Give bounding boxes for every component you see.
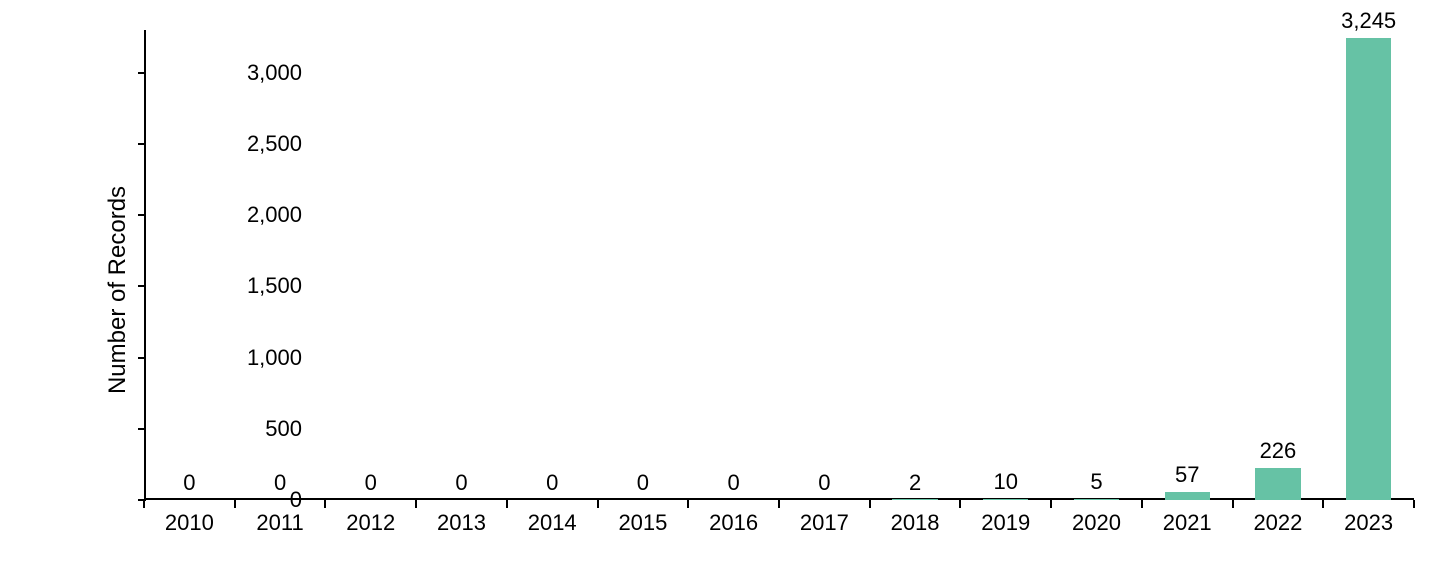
bar-chart: Number of Records 05001,0001,5002,0002,5…	[0, 0, 1436, 580]
y-tick-label: 500	[265, 416, 302, 442]
y-tick-mark	[138, 72, 146, 74]
y-tick-label: 2,000	[247, 202, 302, 228]
x-tick-mark	[415, 500, 417, 508]
x-tick-label: 2012	[346, 510, 395, 536]
plot-area	[144, 30, 1414, 500]
x-tick-mark	[778, 500, 780, 508]
y-tick-mark	[138, 285, 146, 287]
x-tick-mark	[143, 500, 145, 508]
x-tick-label: 2010	[165, 510, 214, 536]
bar	[983, 499, 1028, 500]
bar	[892, 499, 937, 500]
x-tick-mark	[1050, 500, 1052, 508]
bar-value-label: 57	[1175, 462, 1199, 488]
bar-value-label: 0	[274, 470, 286, 496]
y-tick-mark	[138, 143, 146, 145]
x-tick-mark	[597, 500, 599, 508]
x-tick-label: 2013	[437, 510, 486, 536]
bar-value-label: 0	[728, 470, 740, 496]
y-tick-label: 1,500	[247, 273, 302, 299]
x-tick-label: 2023	[1344, 510, 1393, 536]
x-tick-label: 2018	[891, 510, 940, 536]
x-tick-label: 2017	[800, 510, 849, 536]
bar-value-label: 0	[455, 470, 467, 496]
y-axis-label: Number of Records	[104, 186, 132, 394]
bar-value-label: 0	[183, 470, 195, 496]
y-tick-mark	[138, 428, 146, 430]
bar	[1346, 38, 1391, 500]
bar-value-label: 0	[818, 470, 830, 496]
x-tick-mark	[1141, 500, 1143, 508]
x-tick-mark	[1232, 500, 1234, 508]
bar-value-label: 10	[994, 469, 1018, 495]
y-tick-label: 2,500	[247, 131, 302, 157]
x-tick-label: 2020	[1072, 510, 1121, 536]
x-tick-label: 2016	[709, 510, 758, 536]
x-tick-mark	[687, 500, 689, 508]
bar-value-label: 2	[909, 470, 921, 496]
x-tick-mark	[324, 500, 326, 508]
bar	[1074, 499, 1119, 500]
bar-value-label: 0	[637, 470, 649, 496]
x-tick-mark	[869, 500, 871, 508]
x-tick-label: 2022	[1253, 510, 1302, 536]
x-tick-mark	[234, 500, 236, 508]
x-tick-mark	[959, 500, 961, 508]
y-tick-mark	[138, 357, 146, 359]
bar-value-label: 5	[1090, 469, 1102, 495]
bar-value-label: 0	[546, 470, 558, 496]
x-tick-mark	[1322, 500, 1324, 508]
x-tick-label: 2011	[256, 510, 303, 536]
x-tick-label: 2015	[618, 510, 667, 536]
y-tick-label: 1,000	[247, 345, 302, 371]
bar-value-label: 0	[365, 470, 377, 496]
x-tick-mark	[506, 500, 508, 508]
x-tick-label: 2014	[528, 510, 577, 536]
bar-value-label: 3,245	[1341, 8, 1396, 34]
y-tick-mark	[138, 214, 146, 216]
x-tick-label: 2019	[981, 510, 1030, 536]
y-tick-label: 3,000	[247, 60, 302, 86]
x-tick-mark	[1413, 500, 1415, 508]
x-tick-label: 2021	[1163, 510, 1212, 536]
bar	[1165, 492, 1210, 500]
bar-value-label: 226	[1260, 438, 1297, 464]
bar	[1255, 468, 1300, 500]
